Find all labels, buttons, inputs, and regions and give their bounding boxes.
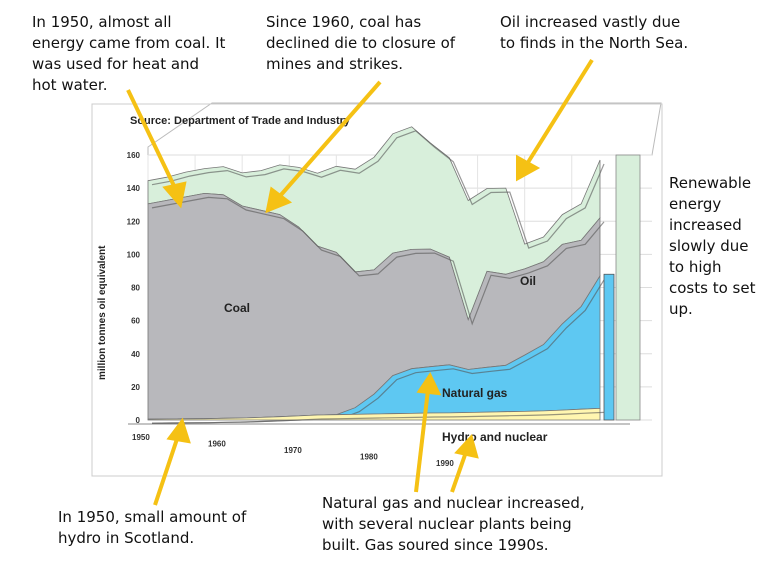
plot-area [147,126,641,424]
x-tick-label: 1990 [436,459,454,468]
x-tick-label: 1960 [208,440,226,449]
renewable-bar [603,273,615,421]
arrow-oil-head [516,154,541,182]
y-tick-label: 120 [127,217,141,226]
arrow-oil [525,58,594,166]
annotation-gas-nuclear: Natural gas and nuclear increased, with … [322,494,585,554]
chart-frame [91,103,663,477]
arrow-coal-1950-head [162,181,187,209]
x-tick-label: 1970 [284,446,302,455]
annotation-coal-1950: In 1950, almost all energy came from coa… [32,13,226,94]
arrow-coal-1960 [278,80,382,198]
x-tick-label: 1950 [132,433,150,442]
y-tick-label: 100 [127,250,141,259]
arrow-hydro-head [166,417,191,444]
annotation-coal-1960: Since 1960, coal has declined die to clo… [266,13,456,73]
area-edge-hydro-and-nuclear [151,411,605,424]
y-tick-label: 160 [127,151,141,160]
arrow-gas [414,389,430,493]
y-tick-label: 140 [127,184,141,193]
x-tick-label: 1980 [360,453,378,462]
arrow-hydro [153,435,180,506]
back-wall [147,102,662,156]
annotation-oil: Oil increased vastly due to finds in the… [500,13,689,52]
area-edge-coal [151,196,605,326]
y-axis-label: million tonnes oil equivalent [97,245,108,380]
annotation-arrows [126,58,594,506]
y-tick-label: 20 [131,383,140,392]
arrow-nuclear [450,451,468,493]
y-tick-label: 60 [131,317,140,326]
series-label-gas: Natural gas [442,386,508,400]
annotation-hydro: In 1950, small amount of hydro in Scotla… [58,508,247,547]
y-tick-label: 80 [131,284,140,293]
axis-ticks: 0 20 40 60 80 100 120 140 160 1950 1960 1970 1980 199… [127,151,455,468]
arrow-gas-head [416,371,442,396]
y-tick-label: 0 [136,416,141,425]
area-edge-oil [151,130,605,249]
area-hydro-and-nuclear [147,407,601,421]
oil-side-column [615,154,641,421]
arrow-nuclear-head [454,434,479,459]
y-tick-label: 40 [131,350,140,359]
series-label-hydro-nuclear: Hydro and nuclear [442,430,548,444]
arrow-coal-1960-head [265,186,293,214]
arrow-coal-1950 [126,89,178,191]
series-label-coal: Coal [224,301,250,315]
series-label-oil: Oil [520,274,536,288]
chart-source: Source: Department of Trade and Industry [130,115,351,127]
annotation-renewable: Renewable energy increased slowly due to… [669,174,756,318]
